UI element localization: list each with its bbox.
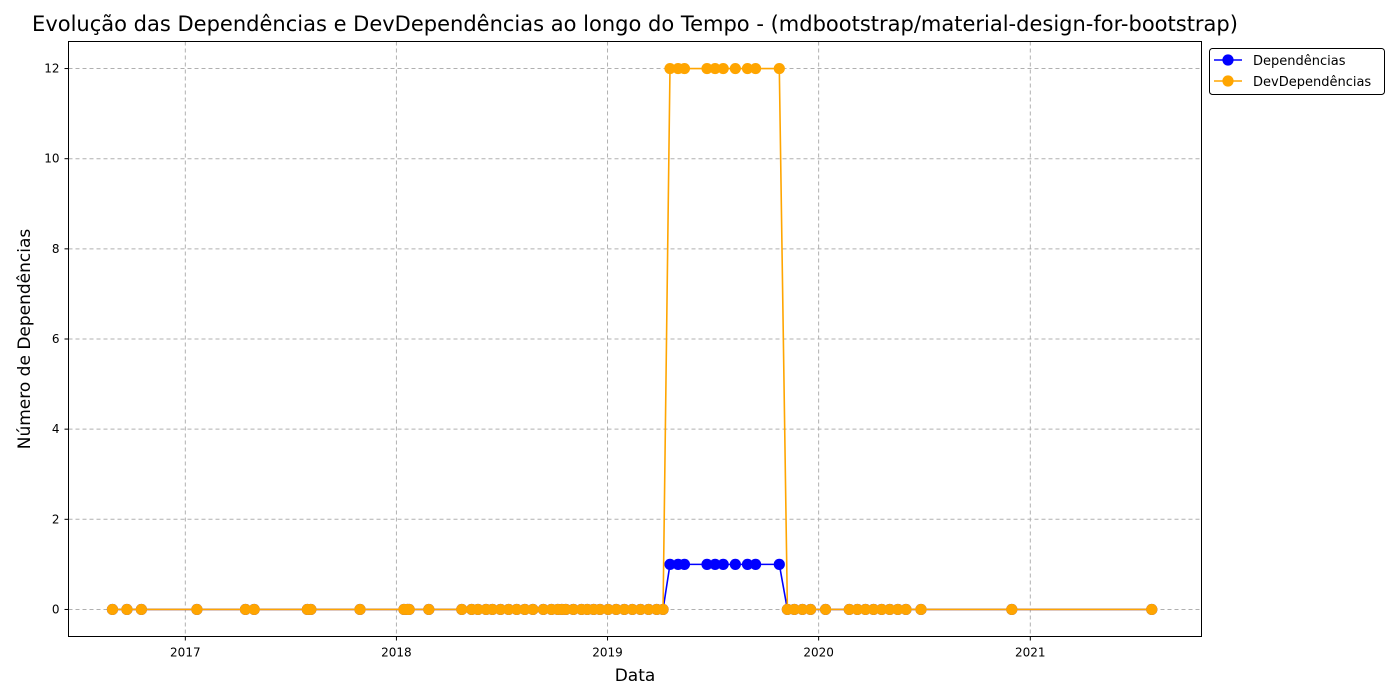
data-point	[701, 62, 713, 75]
data-point	[248, 603, 260, 616]
data-point	[709, 62, 721, 75]
y-tick-label: 4	[52, 422, 60, 436]
data-point	[915, 603, 927, 616]
data-point	[423, 603, 435, 616]
y-tick-label: 0	[52, 602, 60, 616]
legend-marker	[1222, 54, 1234, 66]
data-point	[494, 603, 507, 616]
x-axis-label: Data	[615, 666, 656, 686]
data-point	[741, 558, 754, 570]
data-point	[594, 603, 606, 616]
data-point	[503, 603, 515, 616]
data-point	[843, 603, 855, 616]
data-point	[511, 603, 523, 616]
x-tick-label: 2017	[170, 646, 201, 660]
data-point	[876, 603, 888, 616]
y-tick-label: 2	[52, 512, 60, 526]
data-point	[892, 603, 904, 616]
x-tick-label: 2021	[1015, 646, 1046, 660]
data-point	[486, 603, 499, 616]
data-point	[191, 603, 203, 616]
data-point	[867, 603, 880, 616]
grid-layer	[68, 41, 1202, 637]
data-point	[1146, 603, 1158, 616]
y-tick-label: 12	[44, 62, 59, 76]
y-tick-label: 8	[52, 242, 60, 256]
data-point	[900, 603, 912, 616]
data-point	[717, 558, 729, 570]
y-tick-label: 6	[52, 332, 60, 346]
chart-title: Evolução das Dependências e DevDependênc…	[32, 12, 1238, 36]
data-point	[537, 603, 549, 616]
data-point	[472, 603, 484, 616]
tick-layer: 0 2 4 6 8 10 12 2017 2018 2019 2020 2021	[44, 62, 1045, 660]
data-point	[354, 603, 366, 616]
data-point	[305, 603, 317, 616]
series-2	[106, 62, 1158, 616]
data-point	[567, 603, 580, 616]
data-point	[634, 603, 647, 616]
data-point	[664, 62, 676, 75]
data-point	[859, 603, 872, 616]
data-point	[678, 62, 691, 75]
data-point	[239, 603, 252, 616]
data-point	[717, 62, 729, 75]
data-point	[642, 603, 655, 616]
data-point	[788, 603, 800, 616]
legend: Dependências DevDependências	[1209, 48, 1385, 95]
legend-label: Dependências	[1253, 54, 1346, 69]
x-tick-label: 2020	[803, 646, 834, 660]
legend-marker	[1222, 75, 1234, 87]
data-point	[709, 558, 721, 570]
data-point	[804, 603, 817, 616]
data-point	[796, 603, 809, 616]
data-point	[456, 603, 468, 616]
series-layer	[106, 62, 1158, 616]
data-point	[664, 558, 676, 570]
data-point	[1006, 603, 1018, 616]
data-point	[729, 62, 741, 75]
data-point	[773, 62, 785, 75]
data-point	[819, 603, 832, 616]
data-point	[657, 603, 669, 616]
data-point	[106, 603, 119, 616]
data-point	[618, 603, 630, 616]
data-point	[741, 62, 754, 75]
data-point	[519, 603, 531, 616]
data-point	[749, 558, 762, 570]
legend-label: DevDependências	[1253, 75, 1371, 90]
data-point	[884, 603, 896, 616]
data-point	[610, 603, 622, 616]
data-point	[602, 603, 614, 616]
data-point	[527, 603, 539, 616]
series-line	[112, 563, 1152, 611]
data-point	[135, 603, 147, 616]
legend-box	[1209, 48, 1385, 95]
data-point	[701, 558, 713, 570]
y-axis-label: Número de Dependências	[15, 229, 35, 450]
x-tick-label: 2019	[592, 646, 623, 660]
data-point	[729, 558, 741, 570]
data-point	[851, 603, 863, 616]
data-point	[749, 62, 762, 75]
data-point	[773, 558, 785, 570]
data-point	[121, 603, 133, 616]
y-tick-label: 10	[44, 152, 59, 166]
data-point	[403, 603, 415, 616]
data-point	[626, 603, 638, 616]
x-tick-label: 2018	[381, 646, 412, 660]
data-point	[678, 558, 691, 570]
